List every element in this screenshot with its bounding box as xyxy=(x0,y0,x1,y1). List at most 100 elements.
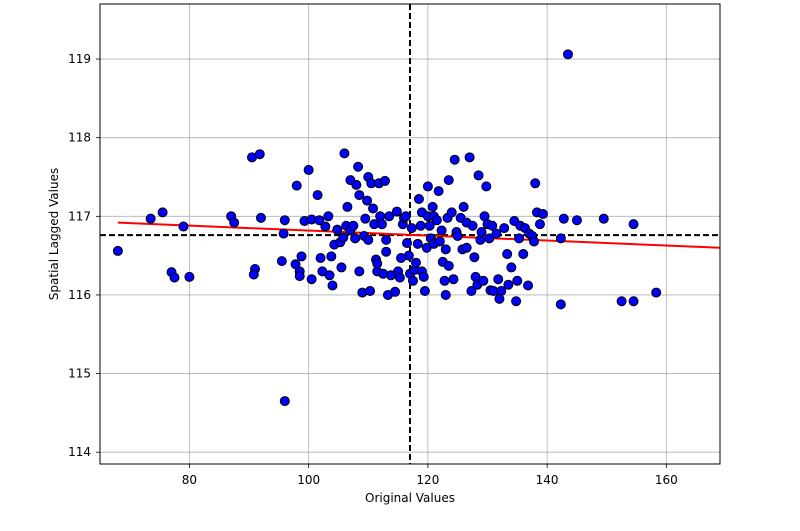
data-point xyxy=(431,215,442,226)
y-tick-label: 118 xyxy=(68,131,91,145)
data-point xyxy=(342,201,353,212)
data-point xyxy=(394,272,405,283)
data-point xyxy=(616,296,627,307)
data-point xyxy=(466,286,477,297)
y-tick-label: 115 xyxy=(68,367,91,381)
data-point xyxy=(379,175,390,186)
data-point xyxy=(402,238,413,249)
data-point xyxy=(412,238,423,249)
y-tick-label: 119 xyxy=(68,52,91,66)
x-tick-label: 160 xyxy=(655,473,678,487)
data-point xyxy=(461,242,472,253)
data-point xyxy=(354,266,365,277)
data-point xyxy=(464,152,475,163)
data-point xyxy=(506,262,517,273)
data-point xyxy=(372,258,383,269)
data-point xyxy=(338,232,349,243)
data-point xyxy=(512,275,523,286)
data-point xyxy=(353,161,364,172)
data-point xyxy=(452,230,463,241)
data-point xyxy=(558,213,569,224)
data-point xyxy=(157,207,168,218)
x-tick-label: 140 xyxy=(536,473,559,487)
data-point xyxy=(448,274,459,285)
data-point xyxy=(433,186,444,197)
data-point xyxy=(534,219,545,230)
data-point xyxy=(491,228,502,239)
data-point xyxy=(503,279,514,290)
data-point xyxy=(390,286,401,297)
data-point xyxy=(415,220,426,231)
data-point xyxy=(439,275,450,286)
data-point xyxy=(279,396,290,407)
data-point xyxy=(178,221,189,232)
data-point xyxy=(326,251,337,262)
data-point xyxy=(467,220,478,231)
data-point xyxy=(440,244,451,255)
data-point xyxy=(478,275,489,286)
data-point xyxy=(458,201,469,212)
x-tick-label: 120 xyxy=(416,473,439,487)
regression-line xyxy=(117,221,721,249)
data-point xyxy=(424,220,435,231)
data-point xyxy=(400,211,411,222)
data-point xyxy=(376,219,387,230)
data-point xyxy=(276,256,287,267)
data-point xyxy=(184,271,195,282)
data-point xyxy=(362,195,373,206)
data-point xyxy=(446,207,457,218)
data-point xyxy=(336,262,347,273)
data-point xyxy=(403,250,414,261)
data-point xyxy=(350,233,361,244)
data-point xyxy=(327,280,338,291)
data-point xyxy=(469,252,480,263)
y-tick-label: 116 xyxy=(68,288,91,302)
data-point xyxy=(339,148,350,159)
y-axis-label: Spatial Lagged Values xyxy=(47,168,61,300)
data-point xyxy=(514,233,525,244)
data-point xyxy=(418,271,429,282)
data-point xyxy=(493,274,504,285)
data-point xyxy=(502,249,513,260)
data-point xyxy=(360,213,371,224)
data-point xyxy=(406,223,417,234)
data-point xyxy=(628,296,639,307)
data-point xyxy=(351,179,362,190)
data-point xyxy=(443,260,454,271)
fit-line-group xyxy=(117,221,721,249)
data-point xyxy=(145,213,156,224)
data-point xyxy=(169,272,180,283)
data-point xyxy=(529,236,539,247)
y-axis: 114 115 116 117 118 119 xyxy=(68,52,100,459)
data-points xyxy=(112,49,662,407)
data-point xyxy=(571,215,582,226)
data-point xyxy=(473,170,484,181)
data-point xyxy=(598,213,609,224)
data-point xyxy=(410,257,421,268)
data-point xyxy=(291,180,302,191)
data-point xyxy=(254,149,265,160)
data-point xyxy=(312,190,323,201)
data-point xyxy=(449,154,460,165)
data-point xyxy=(443,175,454,186)
data-point xyxy=(384,211,395,222)
data-point xyxy=(484,233,495,244)
data-point xyxy=(303,164,314,175)
x-axis-label: Original Values xyxy=(365,491,455,505)
data-point xyxy=(391,206,402,217)
data-point xyxy=(255,212,266,223)
data-point xyxy=(381,234,392,245)
data-point xyxy=(476,227,487,238)
data-point xyxy=(422,181,433,192)
data-point xyxy=(487,220,498,231)
data-point xyxy=(323,211,334,222)
data-point xyxy=(320,221,331,232)
data-point xyxy=(296,251,307,262)
data-point xyxy=(306,274,317,285)
data-point xyxy=(278,228,289,239)
data-point xyxy=(248,269,259,280)
data-point xyxy=(481,181,492,192)
data-point xyxy=(537,208,548,219)
data-point xyxy=(112,245,123,256)
data-point xyxy=(496,286,507,297)
